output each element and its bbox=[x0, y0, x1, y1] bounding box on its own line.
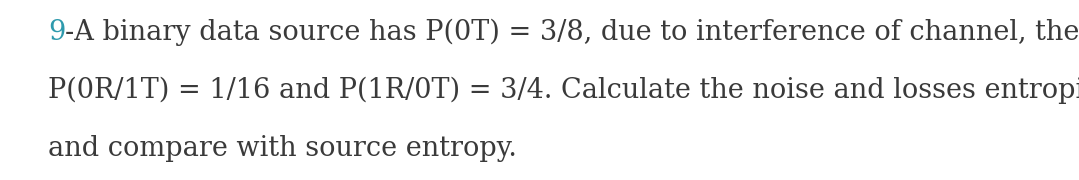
Text: P(0R/1T) = 1/16 and P(1R/0T) = 3/4. Calculate the noise and losses entropies: P(0R/1T) = 1/16 and P(1R/0T) = 3/4. Calc… bbox=[47, 76, 1079, 104]
Text: 9: 9 bbox=[47, 19, 66, 46]
Text: -A binary data source has P(0T) = 3/8, due to interference of channel, then: -A binary data source has P(0T) = 3/8, d… bbox=[66, 18, 1079, 46]
Text: and compare with source entropy.: and compare with source entropy. bbox=[47, 134, 517, 161]
